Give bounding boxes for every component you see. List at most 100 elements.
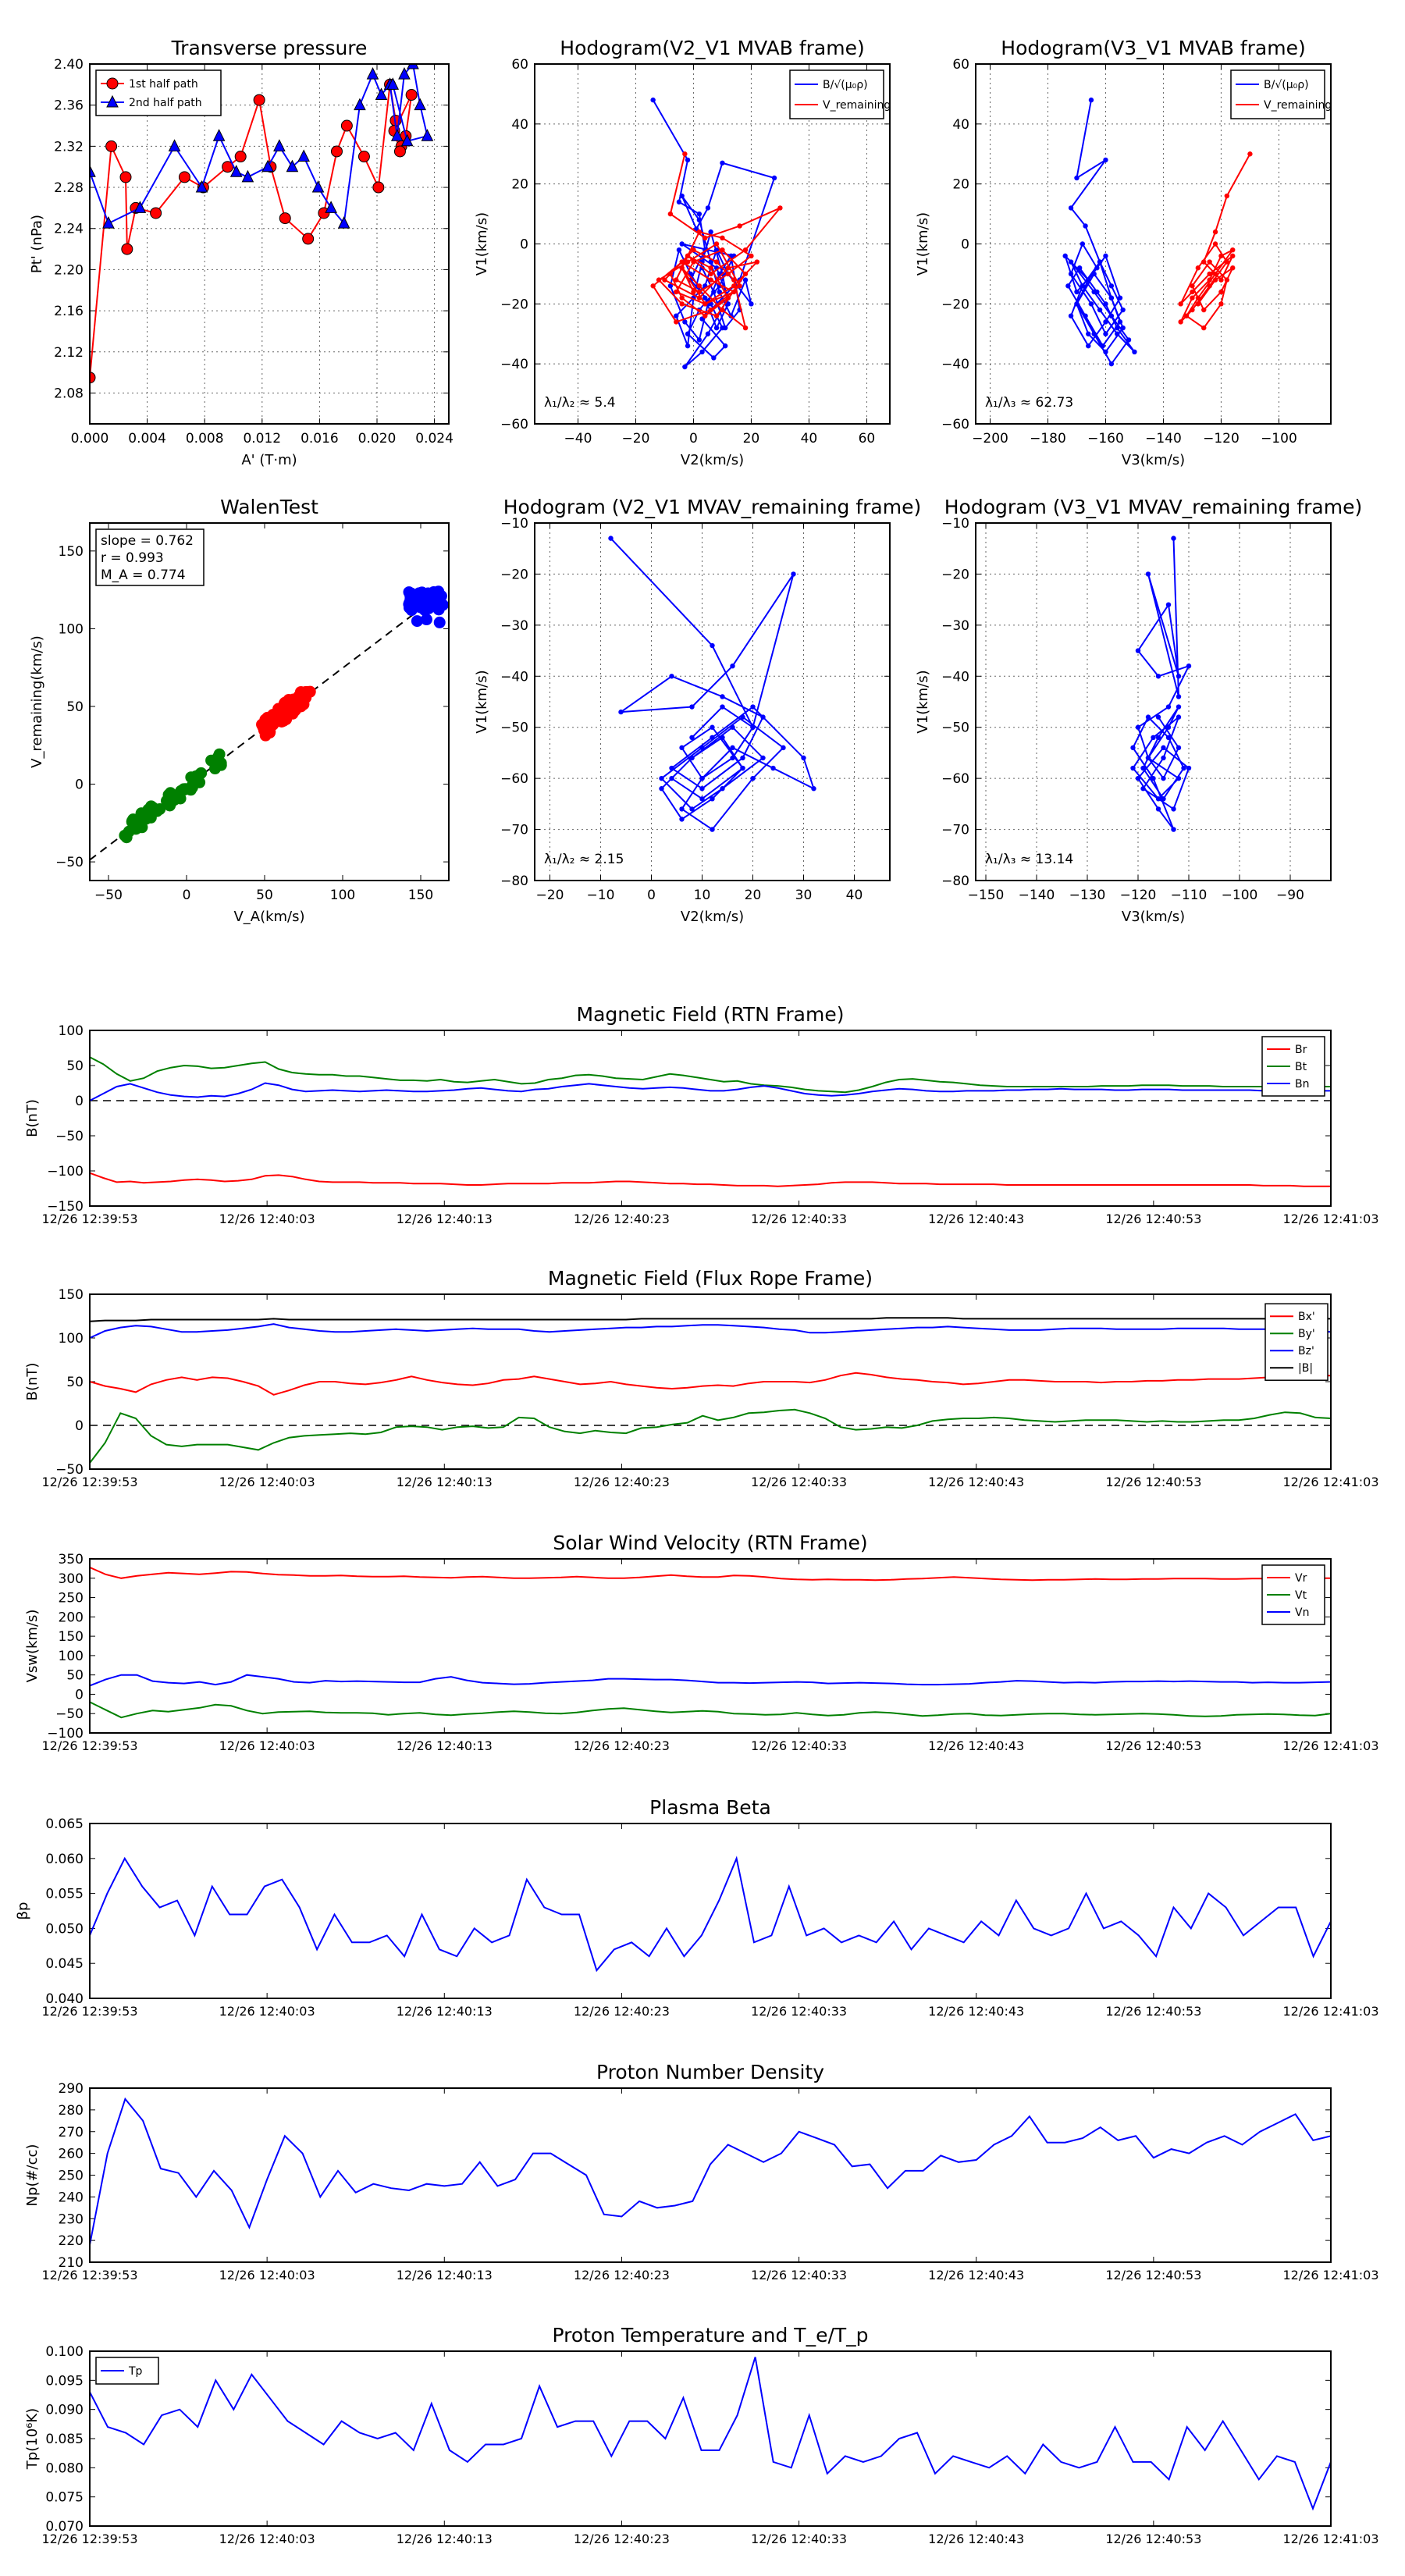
data-point	[669, 674, 674, 679]
data-point	[691, 247, 696, 253]
y-tick-label: 300	[59, 1571, 84, 1587]
data-point	[405, 89, 418, 101]
panel-mag_rtn: Magnetic Field (RTN Frame) −150 −100 −50 0 50…	[24, 1003, 1379, 1226]
data-point	[273, 139, 286, 151]
data-point	[150, 207, 162, 219]
panel-hg4: Hodogram (V3_V1 MVAV_remaining frame) −80…	[915, 496, 1362, 925]
x-axis-label: V3(km/s)	[1122, 452, 1185, 468]
panel-tp_temp: Proton Temperature and T_e/T_p 0.070 0.075…	[24, 2324, 1379, 2546]
data-point	[1218, 253, 1224, 259]
x-tick-label: −100	[1261, 431, 1297, 447]
data-point	[679, 241, 685, 247]
data-point	[656, 277, 662, 283]
x-tick-label: 30	[795, 888, 813, 903]
legend-label: B/√(μ₀ρ)	[823, 79, 868, 91]
data-point	[717, 289, 722, 295]
x-tick-label: −20	[536, 888, 564, 903]
data-point	[1171, 827, 1176, 832]
y-tick-label: 210	[59, 2255, 84, 2271]
y-tick-label: −50	[55, 1129, 84, 1144]
data-point	[685, 343, 691, 349]
data-point	[705, 205, 711, 211]
legend-label: Vr	[1295, 1572, 1307, 1585]
data-point	[710, 827, 715, 832]
data-point	[1224, 277, 1230, 283]
data-point	[102, 216, 115, 229]
data-point	[1103, 253, 1108, 259]
time-tick-label: 12/26 12:41:03	[1282, 2532, 1378, 2546]
eigen-ratio-label: λ₁/λ₂ ≈ 5.4	[544, 395, 616, 411]
x-tick-label: 0.004	[128, 431, 166, 447]
data-point	[337, 216, 350, 229]
data-point	[742, 325, 749, 331]
data-point	[1230, 265, 1236, 271]
time-tick-label: 12/26 12:40:33	[751, 2532, 847, 2546]
data-point	[760, 755, 766, 761]
data-point	[1068, 205, 1074, 211]
time-tick-label: 12/26 12:41:03	[1282, 1738, 1378, 1753]
data-point	[1108, 295, 1115, 301]
x-tick-label: 100	[330, 888, 355, 903]
correlation-label: r = 0.993	[101, 550, 164, 566]
series-line-vn	[90, 1674, 1331, 1687]
data-point	[1176, 704, 1182, 710]
data-point	[1091, 271, 1097, 277]
data-point	[1068, 313, 1074, 318]
data-point	[702, 295, 708, 301]
y-tick-label: 20	[511, 177, 528, 193]
legend-box	[789, 69, 884, 119]
data-point	[1207, 271, 1212, 277]
y-tick-label: −50	[55, 1462, 84, 1478]
y-tick-label: −40	[941, 669, 969, 685]
y-tick-label: 50	[66, 1668, 84, 1684]
data-point	[1108, 313, 1115, 318]
data-point	[674, 277, 679, 283]
panel-beta: Plasma Beta 0.040 0.045 0.050 0.055 0.060 0.06…	[15, 1796, 1379, 2019]
time-tick-label: 12/26 12:40:53	[1105, 2532, 1201, 2546]
data-point	[710, 724, 715, 730]
data-point	[1108, 361, 1115, 367]
y-tick-label: 2.12	[54, 345, 84, 361]
data-point	[1103, 349, 1108, 354]
data-point	[1086, 277, 1091, 283]
data-point	[708, 259, 713, 265]
data-point	[711, 289, 717, 295]
time-tick-label: 12/26 12:40:23	[574, 2268, 670, 2282]
data-point	[1176, 714, 1182, 720]
data-point	[1178, 319, 1183, 325]
y-tick-label: −50	[55, 1706, 84, 1722]
y-axis-label: V_remaining(km/s)	[29, 635, 45, 768]
time-tick-label: 12/26 12:40:03	[219, 1212, 315, 1226]
y-tick-label: −70	[500, 823, 528, 838]
data-point	[1086, 331, 1091, 336]
data-point	[1103, 301, 1108, 307]
data-point	[354, 98, 366, 111]
time-tick-label: 12/26 12:41:03	[1282, 2004, 1378, 2019]
legend-label: V_remaining	[1264, 99, 1332, 112]
data-point	[1103, 157, 1108, 163]
y-tick-label: 100	[59, 1331, 84, 1347]
data-point	[667, 211, 674, 217]
data-point	[731, 277, 737, 283]
data-point	[1117, 295, 1123, 301]
data-point	[720, 694, 725, 699]
data-point	[725, 265, 731, 271]
y-tick-label: −60	[500, 417, 528, 432]
time-tick-label: 12/26 12:40:53	[1105, 1738, 1201, 1753]
data-point	[749, 301, 754, 307]
y-tick-label: −50	[500, 720, 528, 736]
y-tick-label: −80	[500, 873, 528, 889]
chart-title: Magnetic Field (Flux Rope Frame)	[548, 1267, 873, 1290]
y-tick-label: −150	[47, 1199, 84, 1215]
time-tick-label: 12/26 12:40:43	[928, 2268, 1024, 2282]
data-point	[90, 165, 96, 177]
data-point	[705, 331, 711, 336]
data-point	[1140, 786, 1146, 792]
data-layer	[90, 585, 449, 861]
x-tick-label: 60	[859, 431, 876, 447]
x-tick-label: −110	[1171, 888, 1208, 903]
data-point	[742, 247, 749, 253]
data-point	[691, 289, 696, 295]
time-tick-label: 12/26 12:40:33	[751, 1475, 847, 1489]
